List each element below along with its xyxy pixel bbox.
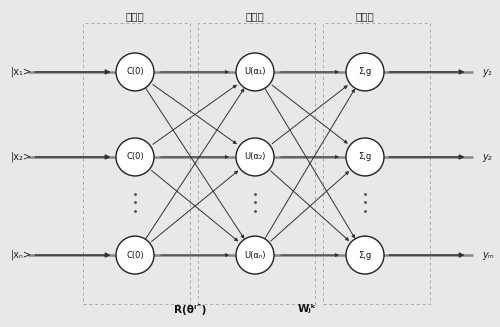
Text: Σ,g: Σ,g xyxy=(358,67,372,77)
Text: y₁: y₁ xyxy=(482,67,492,77)
Text: C(0): C(0) xyxy=(126,250,144,260)
Text: 隐含层: 隐含层 xyxy=(246,11,264,21)
Text: R(θᴵˆ): R(θᴵˆ) xyxy=(174,303,206,315)
Text: 输入层: 输入层 xyxy=(126,11,144,21)
Ellipse shape xyxy=(116,236,154,274)
Text: |x₂>: |x₂> xyxy=(11,152,32,162)
Text: Wⱼᵏ: Wⱼᵏ xyxy=(298,304,317,314)
Text: 输出层: 输出层 xyxy=(356,11,374,21)
Ellipse shape xyxy=(116,138,154,176)
Ellipse shape xyxy=(346,138,384,176)
Text: |xₙ>: |xₙ> xyxy=(11,250,32,260)
Ellipse shape xyxy=(116,53,154,91)
Bar xyxy=(322,23,430,304)
Bar xyxy=(82,23,190,304)
Ellipse shape xyxy=(236,138,274,176)
Text: Σ,g: Σ,g xyxy=(358,152,372,162)
Bar xyxy=(198,23,315,304)
Text: Σ,g: Σ,g xyxy=(358,250,372,260)
Text: C(0): C(0) xyxy=(126,67,144,77)
Text: U(α₁): U(α₁) xyxy=(244,67,266,77)
Text: U(αₙ): U(αₙ) xyxy=(244,250,266,260)
Text: yₘ: yₘ xyxy=(482,250,494,260)
Ellipse shape xyxy=(236,236,274,274)
Text: U(α₂): U(α₂) xyxy=(244,152,266,162)
Ellipse shape xyxy=(236,53,274,91)
Ellipse shape xyxy=(346,236,384,274)
Text: |x₁>: |x₁> xyxy=(11,67,32,77)
Ellipse shape xyxy=(346,53,384,91)
Text: C(0): C(0) xyxy=(126,152,144,162)
Text: y₂: y₂ xyxy=(482,152,492,162)
